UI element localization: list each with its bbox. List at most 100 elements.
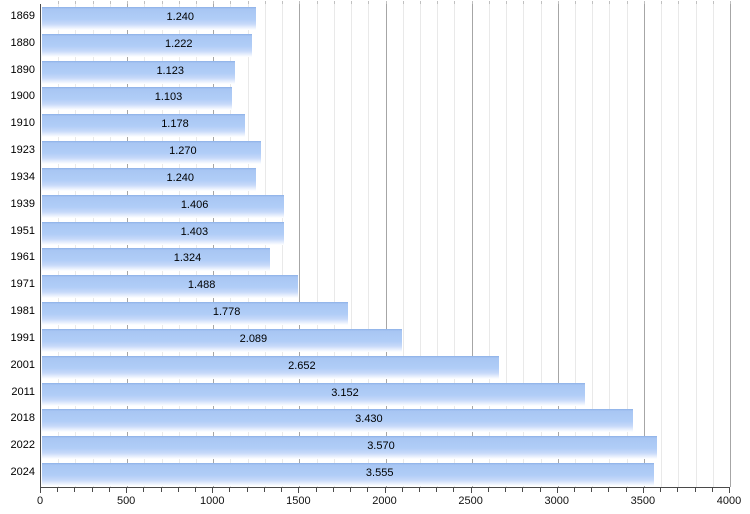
gridline-minor — [523, 1, 525, 487]
bar: 1.178 — [42, 114, 245, 138]
bar-row: 2001 2.652 — [11, 353, 730, 380]
gridline-top-tick — [506, 1, 508, 4]
gridline-top-tick — [488, 1, 490, 4]
bar-row: 2011 3.152 — [11, 380, 730, 407]
x-tick — [470, 488, 472, 493]
bar: 1.403 — [42, 221, 284, 245]
bar-row: 2022 3.570 — [11, 433, 730, 460]
x-axis-labels: 0 500 1000 1500 2000 2500 3000 3500 4000 — [37, 495, 741, 509]
bar-value-label: 1.270 — [169, 145, 197, 158]
year-label: 2024 — [10, 466, 35, 479]
gridline-major — [643, 1, 645, 487]
gridline-major — [557, 1, 559, 487]
year-label: 1991 — [10, 331, 35, 344]
year-label: 2022 — [10, 439, 35, 452]
x-axis-ticks — [40, 488, 730, 494]
bar-row: 1981 1.778 — [11, 299, 730, 326]
gridline-minor — [574, 1, 576, 487]
bar: 1.406 — [42, 194, 285, 218]
bar: 1.222 — [42, 33, 253, 57]
gridline-major — [299, 1, 301, 487]
gridline-top-tick — [540, 1, 542, 4]
year-label: 1961 — [10, 251, 35, 264]
bar-row: 2024 3.555 — [11, 460, 730, 487]
x-tick — [246, 488, 248, 492]
year-label: 1934 — [10, 170, 35, 183]
year-label: 1923 — [10, 144, 35, 157]
x-tick — [298, 488, 300, 493]
bar: 1.324 — [42, 248, 271, 272]
gridline-top-tick — [678, 1, 680, 4]
plot-area: 1869 1.240 1880 1.222 1890 1.123 1900 1.103 1910… — [11, 1, 731, 488]
gridline-top-tick — [230, 1, 232, 4]
gridline-minor — [178, 1, 180, 487]
year-label: 2018 — [10, 412, 35, 425]
gridline-minor — [351, 1, 353, 487]
bar-row: 1951 1.403 — [11, 219, 730, 246]
x-tick — [160, 488, 162, 492]
gridline-top-tick — [368, 1, 370, 4]
gridline-top-tick — [316, 1, 318, 4]
gridline-minor — [540, 1, 542, 487]
gridline-top-tick — [127, 1, 129, 4]
bar-row: 1991 2.089 — [11, 326, 730, 353]
bar-row: 1869 1.240 — [11, 4, 730, 31]
gridline-minor — [609, 1, 611, 487]
gridline-minor — [368, 1, 370, 487]
year-label: 1869 — [10, 10, 35, 22]
gridline-minor — [230, 1, 232, 487]
gridline-top-tick — [213, 1, 215, 4]
gridline-top-tick — [712, 1, 714, 4]
x-tick — [660, 488, 662, 492]
gridline-top-tick — [661, 1, 663, 4]
x-tick — [642, 488, 644, 493]
x-tick — [350, 488, 352, 492]
gridline-minor — [58, 1, 60, 487]
gridline-top-tick — [178, 1, 180, 4]
bar-value-label: 1.488 — [187, 279, 216, 292]
x-tick-label: 3000 — [544, 495, 569, 507]
gridline-top-tick — [58, 1, 60, 4]
gridline-minor — [144, 1, 146, 487]
year-label: 2011 — [11, 385, 35, 398]
x-tick — [453, 488, 455, 492]
gridline-top-tick — [161, 1, 163, 4]
gridline-top-tick — [557, 1, 559, 4]
gridline-minor — [316, 1, 318, 487]
x-tick — [281, 488, 283, 492]
x-tick — [711, 488, 713, 492]
x-tick — [177, 488, 179, 492]
bar-value-label: 1.778 — [212, 306, 241, 319]
gridline-top-tick — [695, 1, 697, 4]
gridline-minor — [712, 1, 714, 487]
bar-value-label: 1.103 — [154, 91, 183, 104]
x-tick — [539, 488, 541, 492]
bar-value-label: 1.222 — [164, 37, 193, 50]
bar-value-label: 1.403 — [180, 225, 209, 238]
bar-value-label: 1.178 — [161, 118, 189, 131]
bar: 3.152 — [42, 382, 585, 406]
x-tick — [556, 488, 558, 493]
gridline-top-tick — [437, 1, 439, 4]
bar-value-label: 2.089 — [239, 332, 268, 345]
gridline-top-tick — [299, 1, 301, 4]
year-label: 1971 — [10, 278, 35, 291]
x-tick — [263, 488, 265, 492]
gridline-minor — [454, 1, 456, 487]
x-tick — [677, 488, 679, 492]
x-tick-label: 3500 — [630, 495, 656, 507]
gridline-top-tick — [523, 1, 525, 4]
year-label: 1880 — [10, 36, 35, 49]
x-tick — [57, 488, 59, 492]
x-tick — [212, 488, 214, 493]
gridline-top-tick — [196, 1, 198, 4]
gridline-top-tick — [264, 1, 266, 4]
year-label: 1900 — [10, 90, 35, 103]
gridline-minor — [661, 1, 663, 487]
bar: 1.240 — [42, 167, 256, 191]
gridline-top-tick — [75, 1, 77, 4]
bar-value-label: 1.240 — [166, 171, 195, 184]
x-tick — [315, 488, 317, 492]
year-label: 1890 — [10, 63, 35, 76]
x-tick-label: 2000 — [372, 495, 397, 507]
